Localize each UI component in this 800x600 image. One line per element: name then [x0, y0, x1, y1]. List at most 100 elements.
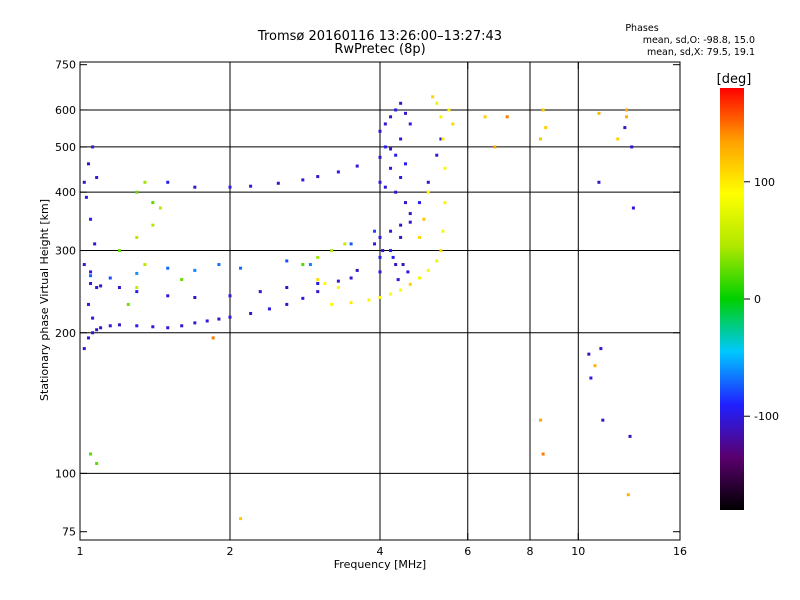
legend-heading: Phases	[625, 23, 658, 34]
data-point	[217, 317, 221, 321]
data-point	[135, 286, 139, 290]
data-point	[625, 108, 629, 112]
colorbar	[720, 88, 744, 510]
data-point	[228, 185, 232, 189]
data-point	[343, 242, 347, 246]
data-point	[228, 294, 232, 298]
data-point	[95, 176, 99, 180]
data-point	[541, 108, 545, 112]
data-point	[408, 282, 412, 286]
colorbar-tick-label: 0	[754, 293, 761, 306]
data-point	[403, 201, 407, 205]
data-point	[135, 324, 139, 328]
data-point	[135, 271, 139, 275]
data-point	[597, 111, 601, 115]
data-point	[86, 302, 90, 306]
data-point	[91, 331, 95, 335]
data-point	[403, 162, 407, 166]
data-point	[389, 166, 393, 170]
data-point	[544, 126, 548, 130]
data-point	[166, 266, 170, 270]
data-point	[135, 235, 139, 239]
data-point	[417, 235, 421, 239]
data-point	[91, 145, 95, 149]
y-tick-label: 75	[62, 526, 76, 539]
data-point	[441, 137, 445, 141]
y-tick-label: 500	[55, 141, 76, 154]
data-point	[258, 290, 262, 294]
data-point	[599, 347, 603, 351]
data-point	[89, 270, 93, 274]
data-point	[99, 326, 103, 330]
data-point	[378, 129, 382, 133]
data-point	[126, 302, 130, 306]
data-point	[86, 162, 90, 166]
data-point	[389, 229, 393, 233]
data-point	[631, 206, 635, 210]
data-point	[426, 190, 430, 194]
data-point	[82, 263, 86, 267]
data-point	[95, 328, 99, 332]
data-point	[616, 137, 620, 141]
data-point	[158, 206, 162, 210]
data-point	[403, 111, 407, 115]
data-point	[316, 290, 320, 294]
colorbar-ticks: 100 0 -100	[744, 176, 779, 423]
data-point	[373, 229, 377, 233]
data-point	[193, 321, 197, 325]
data-point	[308, 263, 312, 267]
data-point	[323, 282, 327, 286]
data-point	[217, 263, 221, 267]
grid-lines	[80, 62, 680, 540]
data-point	[408, 122, 412, 126]
data-point	[336, 170, 340, 174]
x-tick-label: 6	[464, 545, 471, 558]
data-point	[151, 223, 155, 227]
data-point	[383, 145, 387, 149]
data-point	[441, 229, 445, 233]
data-point	[399, 223, 403, 227]
data-point	[89, 452, 93, 456]
data-point	[93, 242, 97, 246]
data-point	[117, 323, 121, 327]
data-point	[625, 115, 629, 119]
data-point	[355, 164, 359, 168]
data-point	[593, 364, 597, 368]
data-point	[180, 278, 184, 282]
data-point	[435, 259, 439, 263]
data-point	[378, 155, 382, 159]
data-point	[336, 279, 340, 283]
data-point	[483, 115, 487, 119]
data-point	[378, 180, 382, 184]
data-point	[99, 284, 103, 288]
data-point	[431, 95, 435, 99]
data-point	[330, 302, 334, 306]
data-point	[539, 418, 543, 422]
data-point	[89, 282, 93, 286]
data-point	[399, 176, 403, 180]
data-point	[539, 137, 543, 141]
data-point	[381, 249, 385, 253]
data-point	[389, 147, 393, 151]
y-tick-label: 100	[55, 467, 76, 480]
data-point	[439, 137, 443, 141]
data-point	[597, 180, 601, 184]
data-point	[394, 153, 398, 157]
data-point	[399, 235, 403, 239]
data-point	[389, 292, 393, 296]
data-point	[82, 180, 86, 184]
data-point	[426, 268, 430, 272]
data-point	[166, 326, 170, 330]
data-point	[541, 452, 545, 456]
data-point	[417, 276, 421, 280]
x-axis-label: Frequency [MHz]	[334, 558, 426, 571]
data-point	[399, 288, 403, 292]
data-point	[117, 286, 121, 290]
data-point	[408, 220, 412, 224]
data-point	[108, 276, 112, 280]
x-tick-label: 10	[571, 545, 585, 558]
data-point	[316, 175, 320, 179]
data-point	[439, 249, 443, 253]
x-axis-ticks: 1 2 4 6 8 10 16	[77, 62, 687, 558]
y-tick-label: 200	[55, 327, 76, 340]
